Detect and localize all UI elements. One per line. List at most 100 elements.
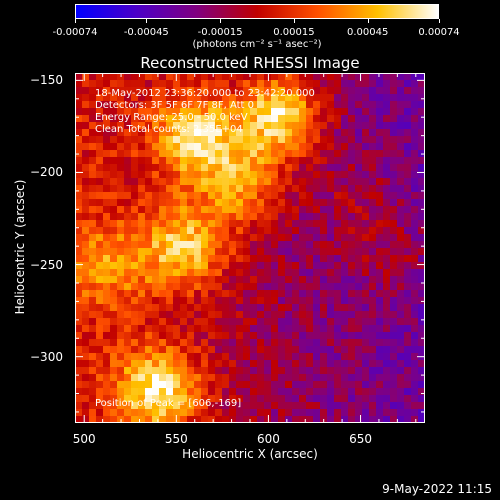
heatmap-cell: [306, 80, 314, 88]
heatmap-cell: [264, 339, 272, 347]
heatmap-cell: [110, 339, 118, 347]
heatmap-cell: [362, 339, 370, 347]
heatmap-cell: [152, 325, 160, 333]
heatmap-cell: [411, 213, 419, 221]
heatmap-cell: [145, 290, 153, 298]
heatmap-cell: [418, 234, 425, 242]
heatmap-cell: [229, 206, 237, 214]
heatmap-cell: [222, 255, 230, 263]
heatmap-cell: [271, 241, 279, 249]
heatmap-cell: [208, 381, 216, 389]
heatmap-cell: [229, 255, 237, 263]
heatmap-cell: [257, 136, 265, 144]
heatmap-cell: [187, 367, 195, 375]
heatmap-cell: [264, 227, 272, 235]
heatmap-cell: [208, 220, 216, 228]
heatmap-cell: [355, 262, 363, 270]
heatmap-cell: [215, 318, 223, 326]
heatmap-cell: [208, 241, 216, 249]
heatmap-cell: [355, 213, 363, 221]
heatmap-cell: [75, 332, 83, 340]
heatmap-cell: [327, 241, 335, 249]
heatmap-cell: [110, 360, 118, 368]
heatmap-cell: [138, 416, 146, 423]
heatmap-cell: [187, 185, 195, 193]
heatmap-cell: [355, 304, 363, 312]
heatmap-cell: [166, 192, 174, 200]
heatmap-cell: [327, 255, 335, 263]
heatmap-cell: [243, 409, 251, 417]
heatmap-cell: [145, 206, 153, 214]
heatmap-cell: [229, 143, 237, 151]
heatmap-cell: [89, 73, 97, 81]
heatmap-cell: [264, 325, 272, 333]
heatmap-cell: [159, 129, 167, 137]
heatmap-cell: [285, 136, 293, 144]
heatmap-cell: [208, 360, 216, 368]
heatmap-cell: [404, 388, 412, 396]
heatmap-cell: [229, 108, 237, 116]
heatmap-cell: [208, 185, 216, 193]
heatmap-cell: [124, 255, 132, 263]
heatmap-cell: [243, 339, 251, 347]
heatmap-cell: [285, 101, 293, 109]
heatmap-cell: [173, 276, 181, 284]
heatmap-cell: [278, 290, 286, 298]
heatmap-cell: [418, 339, 425, 347]
heatmap-cell: [257, 297, 265, 305]
heatmap-cell: [110, 108, 118, 116]
heatmap-cell: [145, 157, 153, 165]
heatmap-cell: [250, 115, 258, 123]
heatmap-cell: [250, 262, 258, 270]
heatmap-cell: [75, 374, 83, 382]
heatmap-cell: [278, 220, 286, 228]
heatmap-cell: [159, 255, 167, 263]
heatmap-cell: [390, 227, 398, 235]
heatmap-cell: [96, 325, 104, 333]
heatmap-cell: [166, 94, 174, 102]
heatmap-cell: [152, 346, 160, 354]
heatmap-cell: [215, 381, 223, 389]
heatmap-cell: [306, 87, 314, 95]
heatmap-cell: [222, 199, 230, 207]
heatmap-cell: [117, 402, 125, 410]
heatmap-cell: [292, 325, 300, 333]
heatmap-cell: [180, 318, 188, 326]
heatmap-cell: [236, 150, 244, 158]
heatmap-cell: [383, 136, 391, 144]
footer-timestamp: 9-May-2022 11:15: [382, 482, 492, 496]
heatmap-cell: [82, 94, 90, 102]
heatmap-cell: [334, 304, 342, 312]
heatmap-cell: [131, 213, 139, 221]
heatmap-cell: [292, 206, 300, 214]
heatmap-cell: [138, 115, 146, 123]
heatmap-cell: [264, 220, 272, 228]
heatmap-cell: [369, 227, 377, 235]
heatmap-cell: [411, 220, 419, 228]
heatmap-cell: [383, 220, 391, 228]
heatmap-cell: [390, 360, 398, 368]
heatmap-cell: [96, 122, 104, 130]
heatmap-cell: [187, 241, 195, 249]
heatmap-cell: [75, 388, 83, 396]
heatmap-cell: [362, 269, 370, 277]
heatmap-cell: [215, 374, 223, 382]
heatmap-cell: [166, 318, 174, 326]
heatmap-cell: [89, 94, 97, 102]
heatmap-cell: [124, 360, 132, 368]
heatmap-cell: [306, 192, 314, 200]
heatmap-cell: [348, 360, 356, 368]
heatmap-cell: [229, 73, 237, 81]
heatmap-cell: [264, 311, 272, 319]
heatmap-cell: [117, 122, 125, 130]
heatmap-cell: [110, 136, 118, 144]
heatmap-cell: [299, 241, 307, 249]
heatmap-cell: [131, 143, 139, 151]
heatmap-cell: [404, 220, 412, 228]
heatmap-cell: [271, 353, 279, 361]
heatmap-cell: [348, 143, 356, 151]
heatmap-cell: [166, 269, 174, 277]
heatmap-cell: [138, 80, 146, 88]
heatmap-cell: [173, 164, 181, 172]
heatmap-cell: [131, 318, 139, 326]
